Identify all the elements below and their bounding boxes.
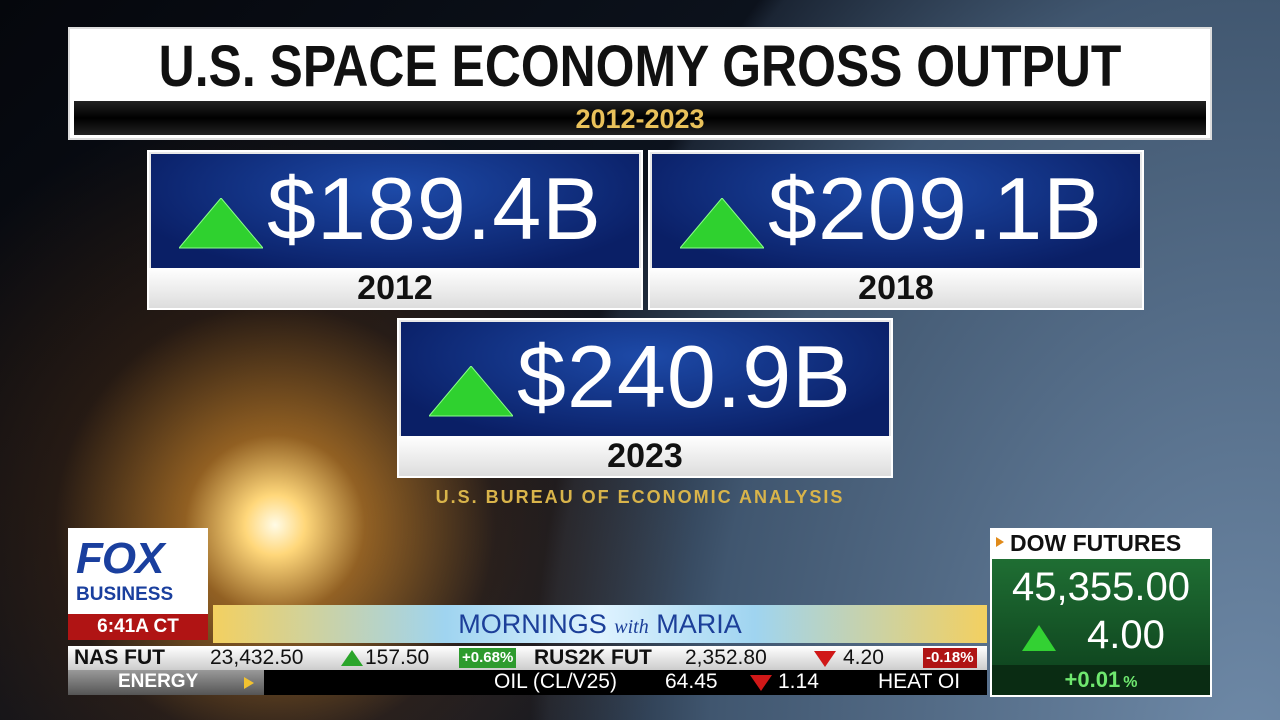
logo: FOX BUSINESS 6:41A CT bbox=[68, 528, 208, 640]
section-tab: ENERGY bbox=[68, 670, 264, 695]
logo-bottom: BUSINESS bbox=[76, 584, 174, 605]
up-arrow bbox=[1022, 625, 1056, 651]
stat-card: $189.4B 2012 bbox=[147, 150, 643, 310]
stat-card: $209.1B 2018 bbox=[648, 150, 1144, 310]
up-arrow bbox=[680, 198, 764, 249]
card-value: $189.4B bbox=[267, 159, 602, 258]
card-year: 2023 bbox=[399, 436, 891, 476]
up-arrow bbox=[179, 198, 263, 249]
ticker-name: RUS2K FUT bbox=[534, 646, 652, 669]
dow-change: 4.00 bbox=[1087, 613, 1165, 657]
show-first: MORNINGS bbox=[458, 609, 607, 639]
ticker-percent: -0.18% bbox=[923, 648, 977, 668]
show-middle: with bbox=[614, 616, 649, 638]
ticker-price: 23,432.50 bbox=[210, 646, 304, 669]
logo-top: FOX bbox=[76, 534, 164, 583]
play-icon bbox=[996, 537, 1004, 547]
dow-price: 45,355.00 bbox=[1012, 565, 1190, 609]
percent-sign: % bbox=[1123, 674, 1138, 691]
ticker-row: ENERGY OIL (CL/V25) 64.45 1.14 HEAT OI bbox=[68, 670, 987, 695]
section-label: ENERGY bbox=[118, 671, 199, 692]
ticker-change: 157.50 bbox=[365, 646, 430, 669]
source: U.S. BUREAU OF ECONOMIC ANALYSIS bbox=[435, 487, 845, 507]
show-title: MORNINGS with MARIA bbox=[213, 609, 987, 640]
up-arrow bbox=[429, 366, 513, 417]
ticker-price: 64.45 bbox=[665, 670, 718, 693]
ticker-change: 1.14 bbox=[778, 670, 819, 693]
dow-label: DOW FUTURES bbox=[1010, 530, 1182, 556]
card-year: 2018 bbox=[650, 268, 1142, 308]
dow-panel: 45,355.00 4.00 +0.01% bbox=[992, 559, 1210, 695]
up-arrow bbox=[341, 650, 363, 666]
card-value: $240.9B bbox=[517, 327, 852, 426]
play-icon bbox=[244, 677, 254, 689]
title: U.S. SPACE ECONOMY GROSS OUTPUT bbox=[158, 34, 1122, 99]
ticker-change: 4.20 bbox=[843, 646, 884, 669]
card-value: $209.1B bbox=[768, 159, 1103, 258]
ticker-name: OIL (CL/V25) bbox=[494, 670, 617, 693]
title-box: U.S. SPACE ECONOMY GROSS OUTPUT 2012-202… bbox=[68, 27, 1212, 140]
card-year: 2012 bbox=[149, 268, 641, 308]
subtitle: 2012-2023 bbox=[74, 101, 1206, 135]
show-last: MARIA bbox=[656, 609, 742, 639]
clock: 6:41A CT bbox=[68, 614, 208, 640]
ticker-price: 2,352.80 bbox=[685, 646, 767, 669]
down-arrow bbox=[750, 675, 772, 691]
ticker-row: NAS FUT 23,432.50 157.50 +0.68% RUS2K FU… bbox=[68, 646, 987, 670]
show-banner: MORNINGS with MARIA bbox=[213, 605, 987, 643]
dow-box: DOW FUTURES 45,355.00 4.00 +0.01% bbox=[990, 528, 1212, 697]
down-arrow bbox=[814, 651, 836, 667]
ticker-percent: +0.68% bbox=[459, 648, 517, 668]
ticker-name: HEAT OI bbox=[878, 670, 961, 693]
dow-percent: +0.01 bbox=[1064, 667, 1121, 692]
ticker-name: NAS FUT bbox=[74, 646, 165, 669]
dow-percent-box: +0.01% bbox=[992, 665, 1210, 695]
stat-card: $240.9B 2023 bbox=[397, 318, 893, 478]
